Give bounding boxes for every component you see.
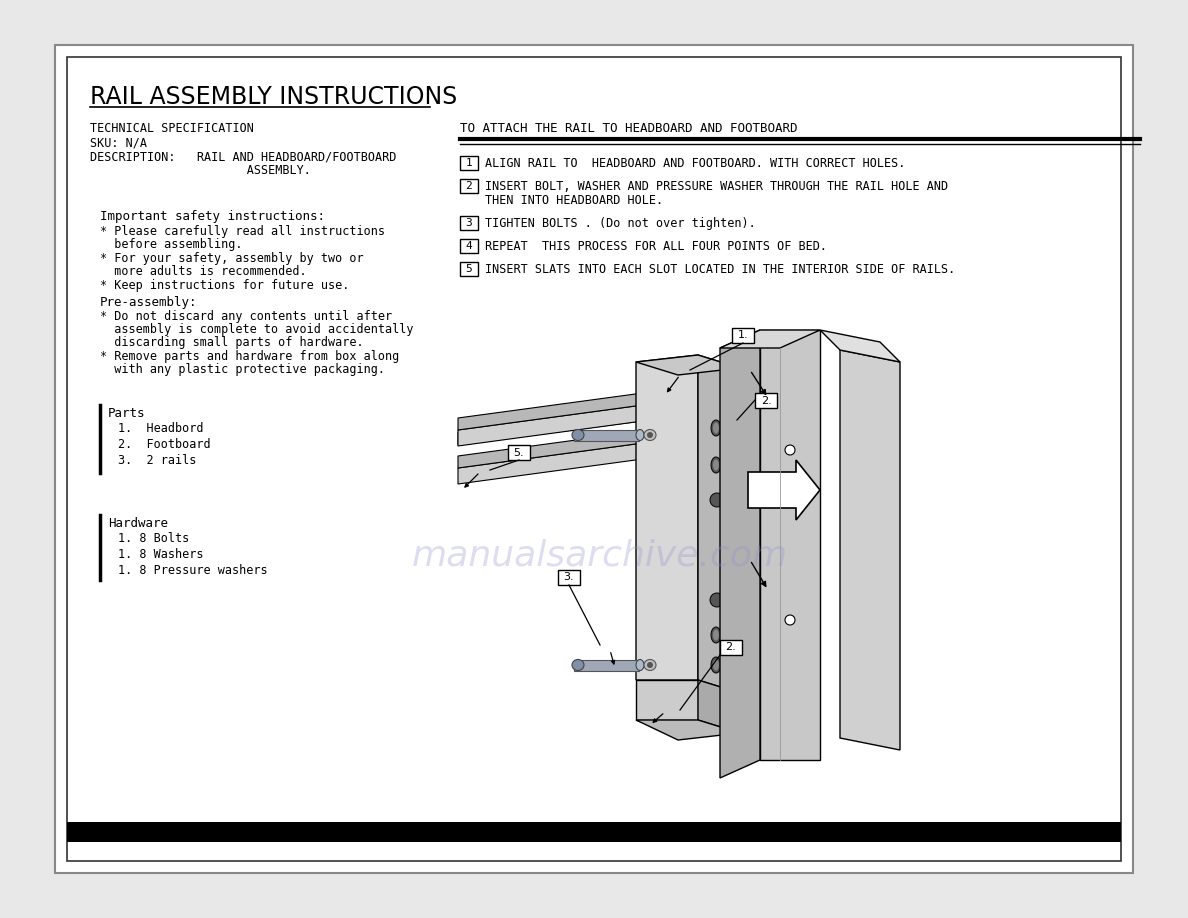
FancyBboxPatch shape bbox=[460, 239, 478, 253]
Text: DESCRIPTION:   RAIL AND HEADBOARD/FOOTBOARD: DESCRIPTION: RAIL AND HEADBOARD/FOOTBOAR… bbox=[90, 150, 397, 163]
Text: 1. 8 Bolts: 1. 8 Bolts bbox=[118, 532, 189, 545]
Text: discarding small parts of hardware.: discarding small parts of hardware. bbox=[100, 336, 364, 349]
Text: assembly is complete to avoid accidentally: assembly is complete to avoid accidental… bbox=[100, 323, 413, 336]
Polygon shape bbox=[459, 428, 665, 468]
Text: 4: 4 bbox=[466, 241, 473, 251]
Polygon shape bbox=[459, 402, 665, 446]
FancyBboxPatch shape bbox=[722, 628, 734, 648]
Text: * For your safety, assembly by two or: * For your safety, assembly by two or bbox=[100, 252, 364, 265]
Polygon shape bbox=[636, 720, 740, 740]
Text: * Do not discard any contents until after: * Do not discard any contents until afte… bbox=[100, 310, 392, 323]
Ellipse shape bbox=[713, 460, 719, 471]
Ellipse shape bbox=[644, 430, 656, 441]
Text: 2.: 2. bbox=[726, 643, 737, 653]
Text: INSERT BOLT, WASHER AND PRESSURE WASHER THROUGH THE RAIL HOLE AND: INSERT BOLT, WASHER AND PRESSURE WASHER … bbox=[485, 180, 948, 193]
Polygon shape bbox=[840, 350, 901, 750]
Polygon shape bbox=[636, 355, 740, 375]
Circle shape bbox=[710, 493, 723, 507]
Polygon shape bbox=[760, 330, 820, 760]
Ellipse shape bbox=[636, 430, 644, 441]
Text: manualsarchive.com: manualsarchive.com bbox=[412, 538, 788, 572]
Ellipse shape bbox=[647, 662, 653, 668]
FancyBboxPatch shape bbox=[722, 415, 734, 435]
Ellipse shape bbox=[636, 659, 644, 670]
Text: before assembling.: before assembling. bbox=[100, 238, 242, 251]
Text: Pre-assembly:: Pre-assembly: bbox=[100, 296, 197, 309]
Polygon shape bbox=[720, 330, 760, 778]
FancyBboxPatch shape bbox=[732, 328, 754, 343]
Text: 1. 8 Washers: 1. 8 Washers bbox=[118, 548, 203, 561]
Text: * Keep instructions for future use.: * Keep instructions for future use. bbox=[100, 279, 349, 292]
Ellipse shape bbox=[713, 659, 719, 670]
Ellipse shape bbox=[647, 432, 653, 438]
Text: * Remove parts and hardware from box along: * Remove parts and hardware from box alo… bbox=[100, 350, 399, 363]
Text: 5: 5 bbox=[466, 264, 473, 274]
Polygon shape bbox=[820, 330, 901, 362]
Ellipse shape bbox=[710, 627, 721, 643]
Text: 1.  Headbord: 1. Headbord bbox=[118, 422, 203, 435]
Text: 1. 8 Pressure washers: 1. 8 Pressure washers bbox=[118, 564, 267, 577]
Ellipse shape bbox=[713, 630, 719, 641]
Circle shape bbox=[785, 445, 795, 455]
Text: TECHNICAL SPECIFICATION: TECHNICAL SPECIFICATION bbox=[90, 122, 254, 135]
Polygon shape bbox=[636, 355, 699, 680]
Circle shape bbox=[710, 593, 723, 607]
FancyBboxPatch shape bbox=[756, 393, 777, 408]
FancyBboxPatch shape bbox=[460, 216, 478, 230]
FancyBboxPatch shape bbox=[460, 262, 478, 276]
Ellipse shape bbox=[713, 422, 719, 433]
Text: Hardware: Hardware bbox=[108, 517, 168, 530]
FancyBboxPatch shape bbox=[574, 430, 639, 441]
Bar bbox=[67, 822, 1121, 842]
Text: TO ATTACH THE RAIL TO HEADBOARD AND FOOTBOARD: TO ATTACH THE RAIL TO HEADBOARD AND FOOT… bbox=[460, 122, 797, 135]
Polygon shape bbox=[720, 330, 820, 348]
Polygon shape bbox=[459, 405, 665, 445]
Text: 2: 2 bbox=[466, 181, 473, 191]
Text: more adults is recommended.: more adults is recommended. bbox=[100, 265, 307, 278]
Text: 3: 3 bbox=[466, 218, 473, 228]
Text: TIGHTEN BOLTS . (Do not over tighten).: TIGHTEN BOLTS . (Do not over tighten). bbox=[485, 217, 756, 230]
Text: ALIGN RAIL TO  HEADBOARD AND FOOTBOARD. WITH CORRECT HOLES.: ALIGN RAIL TO HEADBOARD AND FOOTBOARD. W… bbox=[485, 157, 905, 170]
FancyBboxPatch shape bbox=[558, 570, 580, 585]
Text: with any plastic protective packaging.: with any plastic protective packaging. bbox=[100, 363, 385, 376]
Ellipse shape bbox=[644, 659, 656, 670]
Text: 1.: 1. bbox=[738, 330, 748, 341]
Text: 3.  2 rails: 3. 2 rails bbox=[118, 454, 196, 467]
FancyBboxPatch shape bbox=[574, 660, 639, 671]
Text: ASSEMBLY.: ASSEMBLY. bbox=[90, 164, 311, 177]
Polygon shape bbox=[636, 680, 699, 720]
Text: INSERT SLATS INTO EACH SLOT LOCATED IN THE INTERIOR SIDE OF RAILS.: INSERT SLATS INTO EACH SLOT LOCATED IN T… bbox=[485, 263, 955, 276]
Polygon shape bbox=[459, 390, 665, 430]
Ellipse shape bbox=[710, 457, 721, 473]
Ellipse shape bbox=[571, 430, 584, 441]
Polygon shape bbox=[699, 680, 740, 733]
Text: REPEAT  THIS PROCESS FOR ALL FOUR POINTS OF BED.: REPEAT THIS PROCESS FOR ALL FOUR POINTS … bbox=[485, 240, 827, 253]
FancyBboxPatch shape bbox=[720, 640, 742, 655]
Ellipse shape bbox=[710, 657, 721, 673]
Polygon shape bbox=[748, 460, 820, 520]
Text: 1: 1 bbox=[466, 158, 473, 168]
Text: 2.  Footboard: 2. Footboard bbox=[118, 438, 210, 451]
Text: 3.: 3. bbox=[563, 573, 574, 583]
FancyBboxPatch shape bbox=[460, 179, 478, 193]
Ellipse shape bbox=[710, 420, 721, 436]
Circle shape bbox=[785, 615, 795, 625]
Text: Important safety instructions:: Important safety instructions: bbox=[100, 210, 326, 223]
Polygon shape bbox=[699, 355, 740, 693]
Polygon shape bbox=[459, 440, 665, 484]
FancyBboxPatch shape bbox=[508, 445, 530, 460]
Text: Parts: Parts bbox=[108, 407, 145, 420]
Text: * Please carefully read all instructions: * Please carefully read all instructions bbox=[100, 225, 385, 238]
Bar bbox=[67, 57, 1121, 861]
FancyBboxPatch shape bbox=[460, 156, 478, 170]
Ellipse shape bbox=[571, 659, 584, 670]
Text: THEN INTO HEADBOARD HOLE.: THEN INTO HEADBOARD HOLE. bbox=[485, 194, 663, 207]
Text: 2.: 2. bbox=[760, 396, 771, 406]
Text: 5.: 5. bbox=[513, 447, 524, 457]
Text: SKU: N/A: SKU: N/A bbox=[90, 136, 147, 149]
Text: RAIL ASSEMBLY INSTRUCTIONS: RAIL ASSEMBLY INSTRUCTIONS bbox=[90, 85, 457, 109]
